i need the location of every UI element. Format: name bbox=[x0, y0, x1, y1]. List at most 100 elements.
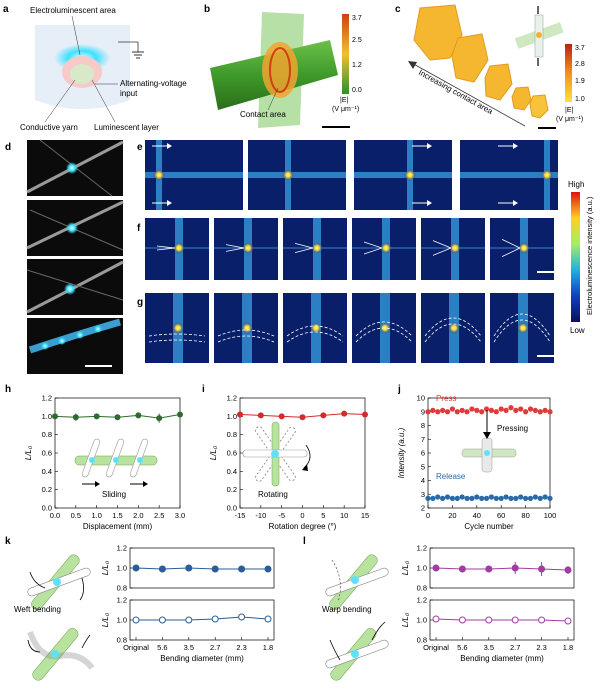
x-tick-label: 1.8 bbox=[263, 643, 273, 652]
panel-g: g bbox=[137, 293, 554, 363]
press-point bbox=[532, 407, 538, 413]
data-point bbox=[264, 565, 272, 573]
data-point bbox=[278, 413, 285, 420]
legend-press: Press bbox=[436, 394, 456, 403]
y-tick-label: 0.8 bbox=[417, 584, 427, 593]
press-point bbox=[469, 406, 475, 412]
press-point bbox=[547, 409, 553, 415]
y-axis-label: Intensity (a.u.) bbox=[397, 427, 406, 478]
panel-letter-j: j bbox=[397, 384, 401, 395]
chart-i: i -15 -10 -5 0 5 10 15 0.0 0.2 0.4 0.6 0.8 1.0 1.2 Rot… bbox=[202, 384, 369, 531]
y-tick-label: 1.0 bbox=[117, 564, 127, 573]
contact-shape-3 bbox=[484, 63, 513, 101]
x-tick-label: 2.5 bbox=[154, 511, 164, 520]
press-point bbox=[454, 409, 460, 415]
release-point bbox=[440, 495, 446, 501]
colorbar-c-t2: 2.8 bbox=[575, 61, 585, 68]
series-line bbox=[136, 616, 269, 621]
y-tick-label: 1.0 bbox=[227, 412, 237, 421]
x-tick-label: 1.0 bbox=[91, 511, 101, 520]
data-point bbox=[485, 616, 493, 624]
y-tick-label: 8 bbox=[421, 421, 425, 430]
data-point bbox=[511, 564, 519, 572]
e-frame-1 bbox=[145, 140, 243, 210]
data-point bbox=[211, 565, 219, 573]
contact-shape-2 bbox=[451, 33, 489, 83]
press-point bbox=[513, 407, 519, 413]
y-tick-label: 6 bbox=[421, 449, 425, 458]
y-tick-label: 7 bbox=[421, 435, 425, 444]
chart-l: 0.8 1.0 1.2 L/L₀ 0.8 1.0 1.2 L/L₀ Original 5.6 3.5… bbox=[401, 544, 575, 663]
release-point bbox=[469, 495, 475, 501]
y-tick-label: 1.0 bbox=[417, 564, 427, 573]
data-point bbox=[177, 411, 183, 418]
y-tick-label: 3 bbox=[421, 490, 425, 499]
data-point bbox=[564, 617, 572, 625]
x-tick-label: 40 bbox=[473, 511, 481, 520]
y-tick-label: 0.6 bbox=[227, 449, 237, 458]
colorbar-b bbox=[342, 14, 349, 94]
y-tick-label: 0.4 bbox=[42, 467, 52, 476]
press-point bbox=[435, 409, 441, 415]
release-point bbox=[454, 495, 460, 501]
x-tick-label: 2.3 bbox=[536, 643, 546, 652]
press-point bbox=[464, 409, 470, 415]
release-point bbox=[527, 495, 534, 501]
e-frame-3 bbox=[354, 140, 452, 210]
panel-k: k Weft bending bbox=[5, 536, 95, 681]
press-point bbox=[474, 407, 480, 413]
x-tick-label: 0 bbox=[426, 511, 430, 520]
y-tick-label: 4 bbox=[421, 476, 425, 485]
data-point bbox=[135, 412, 142, 419]
data-point bbox=[320, 412, 327, 419]
release-point bbox=[542, 494, 548, 500]
x-axis-label: Rotation degree (°) bbox=[269, 522, 337, 531]
inset-i-label: Rotating bbox=[258, 490, 288, 499]
y-tick-label: 0.8 bbox=[417, 636, 427, 645]
y-tick-label: 1.2 bbox=[42, 394, 52, 403]
data-point bbox=[362, 411, 368, 418]
press-point bbox=[498, 406, 504, 412]
press-point bbox=[483, 406, 490, 412]
legend-release: Release bbox=[436, 472, 466, 481]
x-tick-label: 3.5 bbox=[484, 643, 494, 652]
release-point bbox=[425, 495, 431, 501]
panel-letter-l: l bbox=[303, 536, 306, 547]
data-point bbox=[485, 565, 493, 573]
data-point bbox=[299, 414, 306, 421]
colorbar-b-min: 0.0 bbox=[352, 87, 362, 94]
label-conductive-yarn: Conductive yarn bbox=[20, 123, 78, 132]
y-tick-label: 0.8 bbox=[227, 430, 237, 439]
e-frame-4 bbox=[460, 140, 558, 210]
y-tick-label: 1.0 bbox=[42, 412, 52, 421]
x-axis-label: Bending diameter (mm) bbox=[460, 654, 544, 663]
x-tick-label: 0 bbox=[300, 511, 304, 520]
e-frame-2 bbox=[248, 140, 346, 210]
inset-l-label: Warp bending bbox=[322, 605, 372, 614]
press-point bbox=[523, 409, 529, 415]
x-tick-label: Original bbox=[123, 643, 149, 652]
colorbar-c-symbol: |E| bbox=[565, 107, 573, 114]
x-tick-label: 5.6 bbox=[457, 643, 467, 652]
data-point bbox=[211, 615, 219, 623]
release-point bbox=[537, 495, 543, 501]
x-tick-label: 5.6 bbox=[157, 643, 167, 652]
colorbar-c-max: 3.7 bbox=[575, 45, 585, 52]
series-line bbox=[435, 567, 569, 571]
data-point bbox=[511, 616, 519, 624]
arrow-line-c bbox=[409, 61, 526, 127]
y-tick-label: 1.2 bbox=[417, 544, 427, 553]
colorbar-b-max: 3.7 bbox=[352, 15, 362, 22]
contact-shape-4 bbox=[511, 86, 532, 111]
press-point bbox=[542, 407, 548, 413]
data-point bbox=[341, 410, 348, 417]
data-point bbox=[564, 566, 572, 574]
y-tick-label: 0.2 bbox=[42, 485, 52, 494]
release-point bbox=[444, 494, 451, 500]
release-point bbox=[503, 494, 509, 500]
colorbar-c-t3: 1.9 bbox=[575, 78, 585, 85]
release-point bbox=[532, 494, 538, 500]
panel-letter-g: g bbox=[137, 297, 143, 308]
data-point bbox=[432, 564, 440, 572]
x-tick-label: Original bbox=[423, 643, 449, 652]
